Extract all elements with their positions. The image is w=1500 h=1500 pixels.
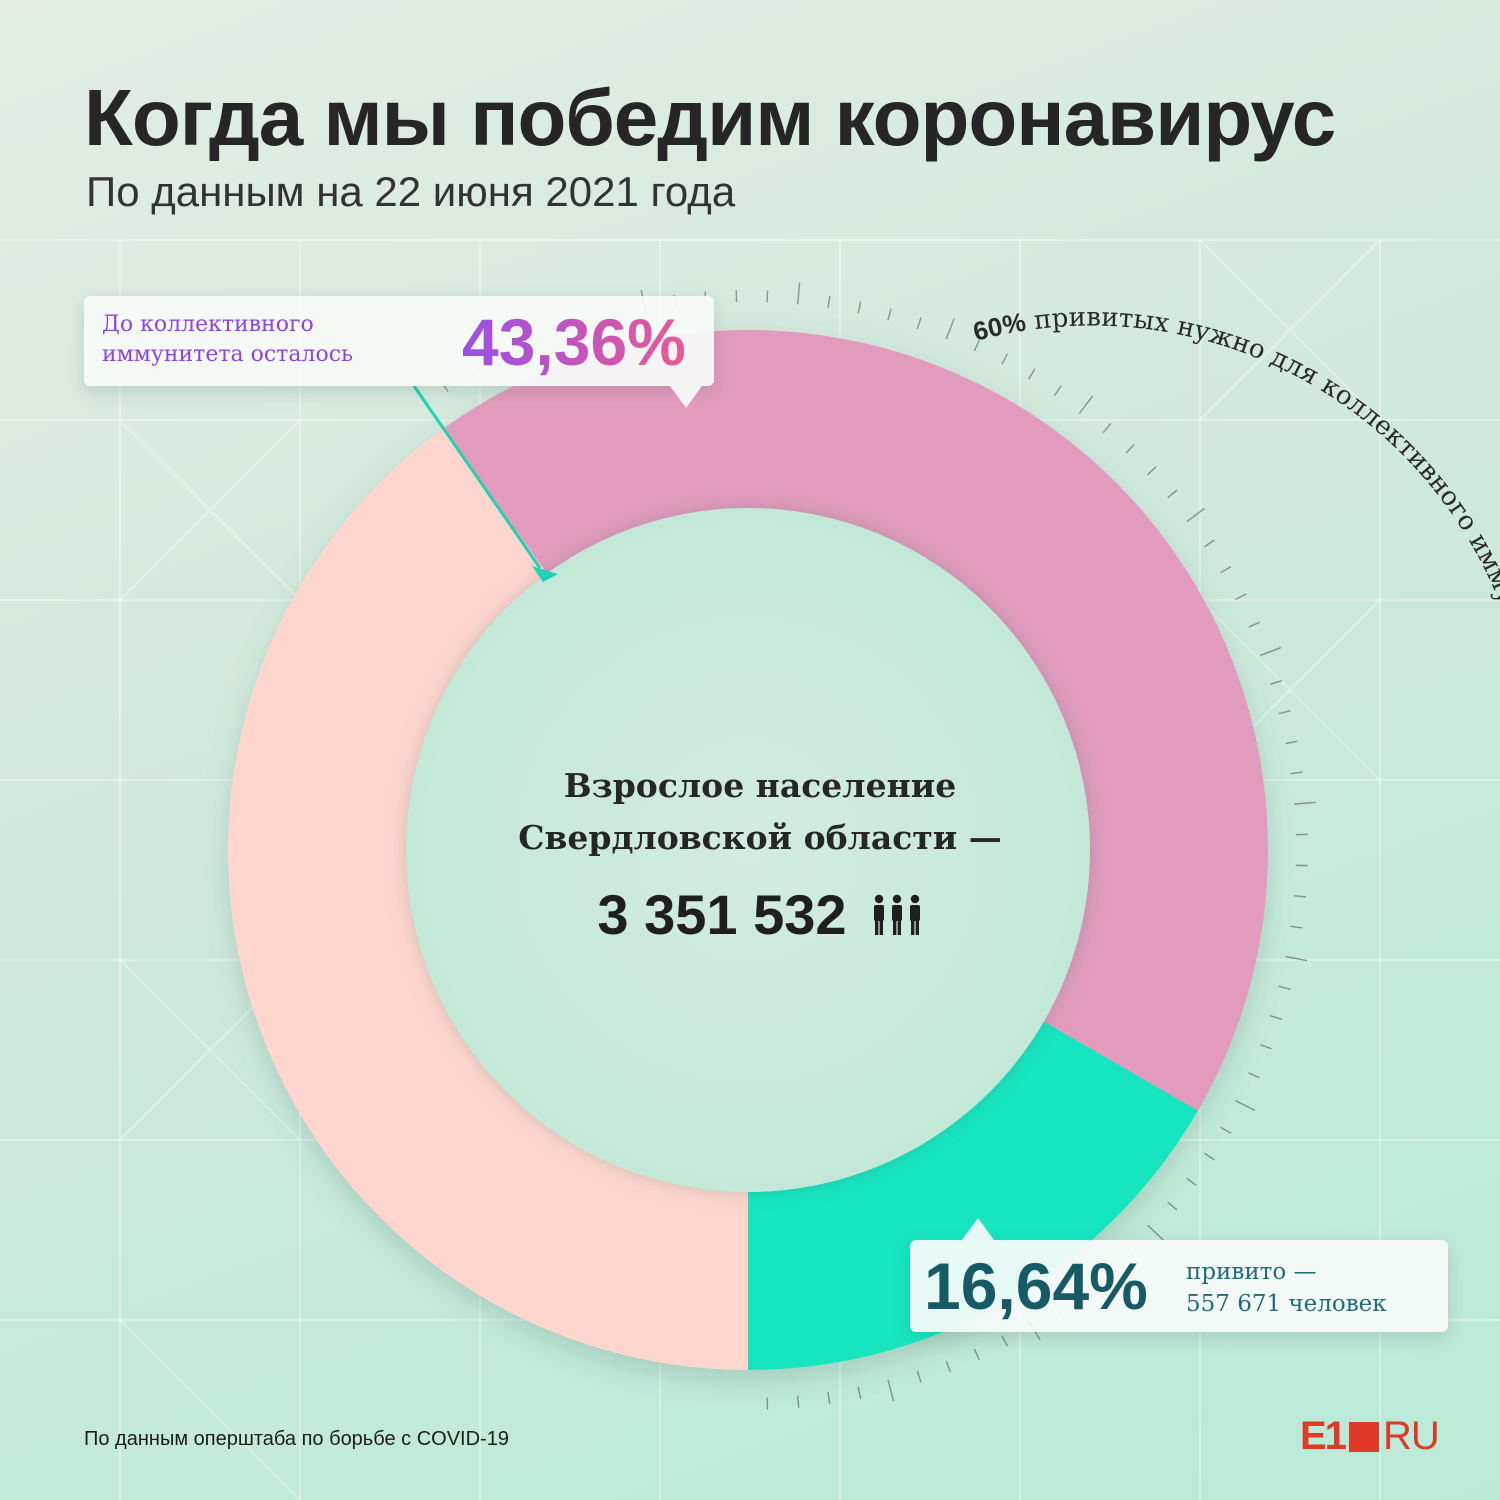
- page-subtitle: По данным на 22 июня 2021 года: [86, 168, 736, 215]
- donut-segments: [227, 330, 1269, 1370]
- tick-mark: [1290, 925, 1303, 929]
- center-label: Взрослое население Свердловской области …: [430, 760, 1090, 947]
- tick-mark: [796, 282, 801, 305]
- tick-mark: [1285, 740, 1298, 745]
- tick-mark: [1270, 1015, 1282, 1020]
- donut-segment-0: [748, 1021, 1198, 1370]
- source-note: По данным оперштаба по борьбе с COVID-19: [84, 1428, 509, 1450]
- tick-mark: [1186, 507, 1205, 523]
- tick-mark: [887, 308, 892, 321]
- population-value: 3 351 532: [597, 883, 847, 946]
- tick-mark: [1260, 1043, 1272, 1050]
- tick-mark: [1001, 1335, 1009, 1347]
- tick-mark: [1102, 423, 1112, 434]
- remaining-value: 43,36%: [462, 305, 686, 379]
- tick-mark: [1078, 395, 1094, 414]
- donut-segment-1: [442, 330, 1269, 1111]
- tick-mark: [827, 1392, 831, 1405]
- tick-mark: [1220, 566, 1232, 574]
- remaining-callout: До коллективного иммунитета осталось 43,…: [84, 296, 714, 408]
- tick-mark: [1167, 489, 1178, 499]
- tick-mark: [1278, 710, 1291, 715]
- tick-mark: [1294, 895, 1307, 898]
- tick-mark: [1053, 385, 1062, 397]
- e1-logo[interactable]: E1 RU: [1300, 1414, 1440, 1459]
- tick-mark: [827, 295, 831, 308]
- tick-mark: [1186, 1177, 1197, 1187]
- tick-mark: [945, 318, 955, 340]
- donut-segment-2: [227, 429, 748, 1370]
- tick-mark: [916, 317, 922, 330]
- logo-square-icon: [1348, 1421, 1379, 1452]
- tick-mark: [1248, 1072, 1260, 1079]
- tick-mark: [945, 1360, 952, 1373]
- tick-mark: [1278, 985, 1291, 990]
- tick-mark: [1235, 1099, 1256, 1112]
- tick-mark: [1294, 801, 1317, 805]
- tick-mark: [857, 301, 862, 314]
- logo-ru-text: RU: [1382, 1414, 1440, 1458]
- callout-pointer: [412, 385, 558, 582]
- tick-mark: [1270, 680, 1282, 685]
- vaccinated-value: 16,64%: [924, 1249, 1148, 1323]
- tick-mark: [1285, 955, 1308, 962]
- tick-mark: [1248, 621, 1260, 628]
- tick-mark: [1235, 593, 1247, 601]
- tick-mark: [1290, 771, 1303, 775]
- tick-mark: [1001, 353, 1009, 365]
- remaining-label: До коллективного иммунитета осталось: [102, 312, 354, 367]
- tick-mark: [973, 1348, 980, 1361]
- tick-mark: [1204, 1152, 1215, 1161]
- tick-mark: [1167, 1201, 1178, 1211]
- logo-e1-text: E1: [1300, 1414, 1347, 1458]
- tick-mark: [973, 339, 980, 352]
- threshold-percent: 60%: [970, 307, 1028, 347]
- center-line-1: Взрослое население: [563, 766, 957, 805]
- tick-mark: [857, 1386, 862, 1399]
- vaccinated-label-line1: привито —: [1186, 1259, 1317, 1285]
- tick-mark: [1027, 368, 1036, 380]
- page-title: Когда мы победим коронавирус: [84, 73, 1336, 162]
- vaccinated-label-line2: 557 671 человек: [1186, 1291, 1387, 1317]
- tick-mark: [1204, 539, 1215, 548]
- tick-mark: [1146, 1224, 1164, 1241]
- donut-hole: [406, 508, 1090, 1192]
- tick-mark: [796, 1395, 800, 1408]
- tick-mark: [1260, 646, 1282, 657]
- tick-mark: [887, 1379, 895, 1402]
- population-row: 3 351 532: [430, 882, 1090, 947]
- tick-mark: [916, 1370, 922, 1383]
- people-icon: [873, 894, 920, 935]
- tick-mark: [1146, 466, 1157, 476]
- vaccinated-label: привито — 557 671 человек: [1186, 1256, 1436, 1320]
- tick-mark: [1125, 443, 1135, 454]
- vaccinated-callout: 16,64% привито — 557 671 человек: [910, 1218, 1448, 1332]
- tick-mark: [1220, 1126, 1232, 1134]
- center-line-2: Свердловской области —: [518, 818, 1002, 857]
